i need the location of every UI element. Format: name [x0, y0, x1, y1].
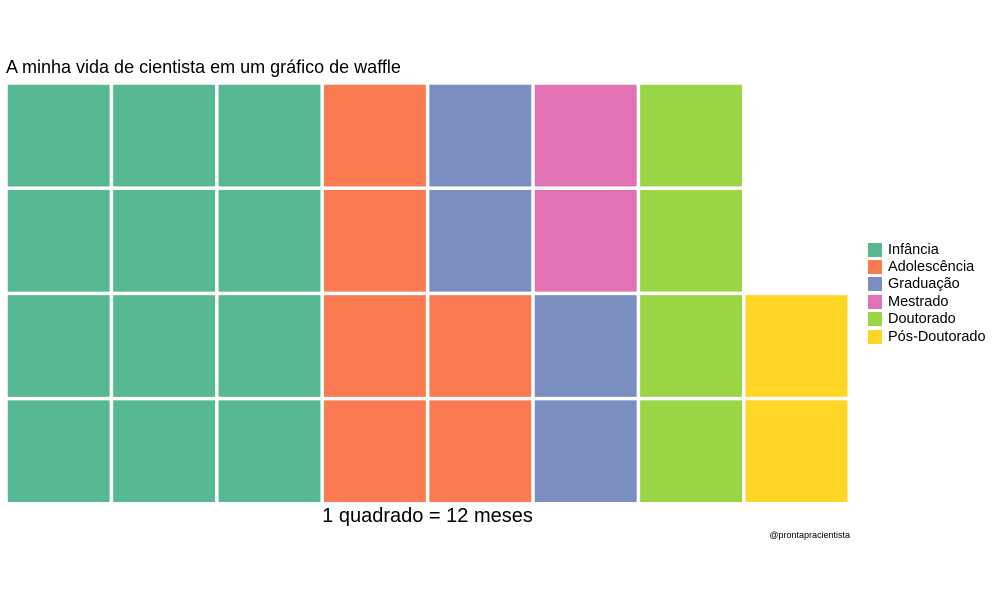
legend-swatch [868, 294, 882, 309]
legend-swatch [868, 329, 882, 344]
waffle-square-30 [745, 295, 848, 397]
legend-item: Infância [868, 241, 986, 258]
waffle-square-15 [323, 189, 426, 292]
credit-caption: @prontapracientista [769, 530, 850, 540]
waffle-square-18 [429, 295, 532, 397]
legend-item: Adolescência [868, 258, 986, 275]
waffle-square-3 [7, 189, 110, 292]
legend-label: Infância [888, 241, 939, 258]
waffle-square-27 [640, 189, 743, 292]
waffle-square-22 [534, 295, 637, 397]
chart-title: A minha vida de cientista em um gráfico … [6, 57, 401, 77]
legend-label: Doutorado [888, 311, 956, 328]
legend-label: Adolescência [888, 259, 975, 276]
legend-label: Mestrado [888, 293, 949, 310]
waffle-square-20 [429, 84, 532, 187]
legend: Infância Adolescência Graduação Mestrado Dou… [868, 241, 986, 345]
waffle-square-4 [7, 84, 110, 187]
waffle-square-19 [429, 189, 532, 292]
legend-swatch [868, 260, 882, 275]
waffle-square-29 [745, 400, 848, 503]
legend-label: Graduação [888, 276, 960, 293]
waffle-square-11 [218, 189, 321, 292]
legend-item: Graduação [868, 276, 986, 293]
waffle-square-7 [113, 189, 216, 292]
legend-swatch [868, 312, 882, 327]
waffle-square-14 [323, 295, 426, 397]
waffle-square-2 [7, 295, 110, 397]
waffle-square-10 [218, 295, 321, 397]
waffle-square-13 [323, 400, 426, 503]
waffle-square-24 [534, 84, 637, 187]
waffle-square-21 [534, 400, 637, 503]
waffle-square-12 [218, 84, 321, 187]
waffle-square-6 [113, 295, 216, 397]
x-axis-label: 1 quadrado = 12 meses [322, 505, 533, 527]
waffle-square-5 [113, 400, 216, 503]
legend-swatch [868, 277, 882, 292]
waffle-square-17 [429, 400, 532, 503]
legend-swatch [868, 242, 882, 257]
waffle-square-25 [640, 400, 743, 503]
waffle-square-9 [218, 400, 321, 503]
waffle-square-8 [113, 84, 216, 187]
waffle-square-28 [640, 84, 743, 187]
waffle-square-26 [640, 295, 743, 397]
waffle-square-16 [323, 84, 426, 187]
legend-item: Mestrado [868, 293, 986, 310]
legend-item: Doutorado [868, 311, 986, 328]
legend-label: Pós-Doutorado [888, 328, 986, 345]
waffle-square-1 [7, 400, 110, 503]
waffle-square-23 [534, 189, 637, 292]
legend-item: Pós-Doutorado [868, 328, 986, 345]
